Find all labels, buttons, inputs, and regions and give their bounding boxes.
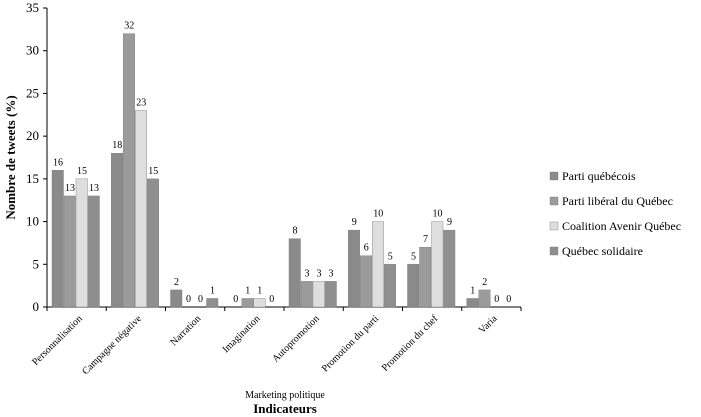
data-label: 3 xyxy=(329,268,334,279)
data-label: 15 xyxy=(148,166,158,177)
data-label: 32 xyxy=(124,21,134,32)
data-label: 10 xyxy=(433,209,443,220)
bar-coalition-avenir-quebec-campagne-negative xyxy=(135,110,147,308)
data-label: 0 xyxy=(186,294,191,305)
legend-swatch-parti-quebecois xyxy=(549,171,559,181)
bar-coalition-avenir-quebec-personnalisation xyxy=(75,178,88,308)
y-tick-label: 30 xyxy=(26,43,39,58)
data-label: 1 xyxy=(257,285,262,296)
data-label: 23 xyxy=(136,98,146,109)
bar-coalition-avenir-quebec-promotion-du-chef xyxy=(431,221,444,308)
data-label: 3 xyxy=(317,268,322,279)
bar-parti-liberal-du-quebec-personnalisation xyxy=(63,195,76,308)
data-label: 0 xyxy=(198,294,203,305)
bar-parti-quebecois-autopromotion xyxy=(288,238,301,308)
data-label: 3 xyxy=(305,268,310,279)
bars xyxy=(51,33,491,308)
data-label: 9 xyxy=(352,217,357,228)
bar-parti-quebecois-varia xyxy=(466,298,479,308)
data-label: 7 xyxy=(423,234,428,245)
x-category-label-varia: Varia xyxy=(477,313,500,336)
data-label: 9 xyxy=(447,217,452,228)
bar-parti-liberal-du-quebec-campagne-negative xyxy=(123,33,135,308)
y-tick-label: 15 xyxy=(26,171,39,186)
y-tick-label: 5 xyxy=(33,256,40,271)
data-label: 13 xyxy=(65,183,75,194)
y-tick-label: 35 xyxy=(26,0,39,15)
x-category-label-imagination: Imagination xyxy=(221,313,263,355)
data-label: 10 xyxy=(373,209,383,220)
legend-label-parti-liberal-du-quebec: Parti libéral du Québec xyxy=(562,194,673,208)
y-tick-label: 10 xyxy=(26,214,39,229)
data-label: 6 xyxy=(364,243,369,254)
y-tick-label: 20 xyxy=(26,128,39,143)
bar-coalition-avenir-quebec-promotion-du-parti xyxy=(372,221,384,308)
data-label: 0 xyxy=(494,294,499,305)
bar-parti-liberal-du-quebec-varia xyxy=(478,289,491,308)
data-label: 18 xyxy=(112,140,122,151)
x-category-label-promotion-du-parti: Promotion du parti xyxy=(320,313,381,374)
bar-parti-liberal-du-quebec-promotion-du-parti xyxy=(360,255,372,308)
legend-label-quebec-solidaire: Québec solidaire xyxy=(562,244,643,258)
data-label: 15 xyxy=(77,166,87,177)
x-axis-subtitle: Marketing politique xyxy=(245,390,325,401)
data-label: 5 xyxy=(411,251,416,262)
data-label: 0 xyxy=(269,294,274,305)
data-label: 1 xyxy=(210,285,215,296)
legend-swatch-parti-liberal-du-quebec xyxy=(549,196,559,206)
bar-quebec-solidaire-campagne-negative xyxy=(147,178,159,308)
bar-parti-liberal-du-quebec-promotion-du-chef xyxy=(419,246,432,308)
bar-parti-liberal-du-quebec-imagination xyxy=(241,298,254,308)
y-tick-label: 25 xyxy=(26,85,39,100)
bar-parti-quebecois-promotion-du-chef xyxy=(407,264,420,308)
legend: Parti québécois Parti libéral du Québec Co… xyxy=(549,169,681,258)
y-tick-label: 0 xyxy=(33,299,40,314)
x-category-label-campagne-negative: Campagne négative xyxy=(80,313,144,377)
bar-parti-quebecois-promotion-du-parti xyxy=(348,229,360,308)
data-label: 8 xyxy=(293,226,298,237)
y-ticks: 0 5 10 15 20 25 30 35 xyxy=(26,0,47,314)
data-label: 0 xyxy=(506,294,511,305)
bar-parti-quebecois-narration xyxy=(170,289,183,308)
bar-coalition-avenir-quebec-autopromotion xyxy=(312,281,325,308)
legend-label-coalition-avenir-quebec: Coalition Avenir Québec xyxy=(562,219,681,233)
bar-quebec-solidaire-promotion-du-parti xyxy=(384,264,396,308)
x-category-label-autopromotion: Autopromotion xyxy=(270,313,321,364)
legend-swatch-coalition-avenir-quebec xyxy=(549,221,559,231)
data-label: 2 xyxy=(174,277,179,288)
bar-quebec-solidaire-narration xyxy=(206,298,219,308)
bar-parti-liberal-du-quebec-autopromotion xyxy=(300,281,313,308)
bar-quebec-solidaire-personnalisation xyxy=(87,195,100,308)
x-axis-title: Indicateurs xyxy=(253,401,317,416)
data-label: 1 xyxy=(470,285,475,296)
bar-quebec-solidaire-promotion-du-chef xyxy=(443,229,456,308)
bar-parti-quebecois-personnalisation xyxy=(51,170,64,308)
x-category-label-personnalisation: Personnalisation xyxy=(30,313,85,368)
bar-coalition-avenir-quebec-imagination xyxy=(253,298,266,308)
bar-parti-quebecois-campagne-negative xyxy=(111,153,123,308)
data-label: 13 xyxy=(89,183,99,194)
legend-swatch-quebec-solidaire xyxy=(549,246,559,256)
data-label: 2 xyxy=(482,277,487,288)
x-category-label-narration: Narration xyxy=(168,313,203,348)
x-category-label-promotion-du-chef: Promotion du chef xyxy=(380,313,441,374)
legend-label-parti-quebecois: Parti québécois xyxy=(562,169,636,183)
y-axis-title: Nombre de tweets (%) xyxy=(3,95,18,219)
bar-quebec-solidaire-autopromotion xyxy=(324,281,337,308)
data-label: 1 xyxy=(245,285,250,296)
data-label: 16 xyxy=(53,157,63,168)
data-label: 0 xyxy=(233,294,238,305)
data-label: 5 xyxy=(388,251,393,262)
